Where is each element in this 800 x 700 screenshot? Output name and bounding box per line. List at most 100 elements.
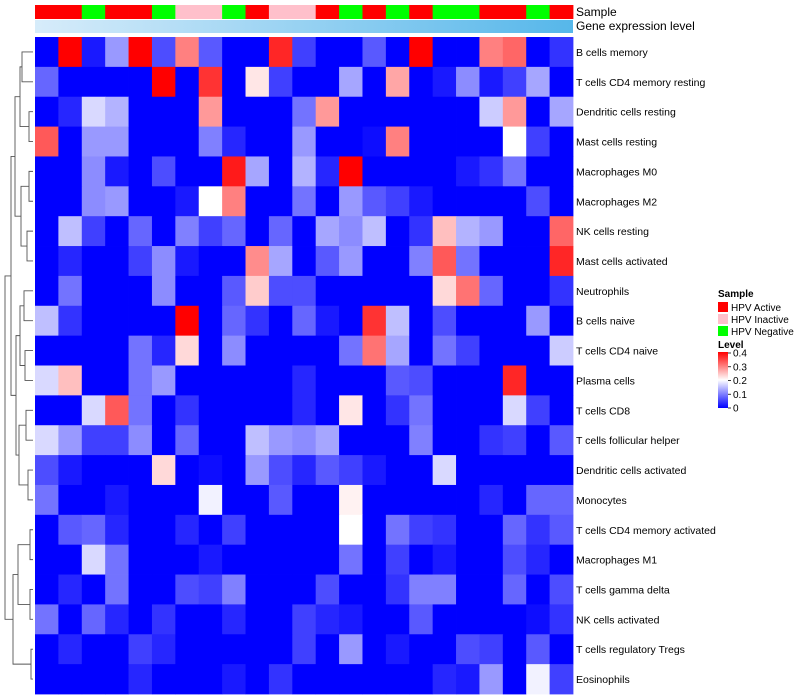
heatmap-cell [35, 395, 59, 426]
heatmap-cell [175, 216, 200, 247]
row-label: Monocytes [576, 495, 627, 507]
heatmap-cell [339, 604, 363, 635]
legend-group-label: HPV Active [731, 303, 781, 314]
row-label: T cells follicular helper [576, 435, 680, 447]
heatmap-cell [502, 66, 527, 98]
dendrogram-branch [21, 51, 33, 83]
heatmap-cell [526, 514, 551, 546]
heatmap-cell [432, 365, 457, 396]
heatmap-cell [432, 514, 457, 546]
heatmap-cell [105, 484, 129, 516]
sample-annotation-cell [502, 5, 527, 19]
heatmap-cell [222, 455, 246, 486]
sample-annotation-cell [81, 5, 106, 19]
heatmap-cell [175, 634, 200, 665]
heatmap-cell [268, 66, 293, 98]
heatmap-cell [315, 634, 340, 665]
heatmap-cell [432, 664, 457, 695]
heatmap-cell [479, 246, 504, 277]
sample-annotation-bar [35, 5, 574, 19]
heatmap-cell [479, 66, 504, 98]
heatmap-cell [362, 574, 387, 605]
heatmap-cell [268, 37, 293, 68]
heatmap-cell [198, 126, 223, 157]
heatmap-cell [409, 246, 434, 277]
heatmap-cell [81, 96, 106, 127]
heatmap-cell [502, 156, 527, 187]
heatmap-cell [315, 425, 340, 456]
heatmap-cell [292, 156, 317, 187]
legend-group-label: HPV Inactive [731, 315, 789, 326]
heatmap-cell [292, 335, 317, 366]
row-label: B cells naive [576, 316, 635, 328]
heatmap-cell [268, 574, 293, 605]
heatmap-cell [409, 484, 434, 516]
heatmap-cell [502, 126, 527, 157]
heatmap-cell [222, 126, 246, 157]
heatmap-cell [105, 305, 129, 337]
dendrogram-branch [20, 185, 29, 247]
heatmap-cell [362, 335, 387, 366]
heatmap-cell [222, 186, 246, 217]
heatmap-cell [526, 156, 551, 187]
heatmap-cell [549, 484, 574, 516]
heatmap-cell [268, 425, 293, 456]
heatmap-cell [268, 246, 293, 277]
heatmap-cell [105, 216, 129, 247]
heatmap-cell [502, 275, 527, 307]
heatmap-cell [362, 514, 387, 546]
heatmap-cell [268, 544, 293, 575]
gene-expression-annotation-label: Gene expression level [576, 19, 695, 33]
dendrogram-branch [28, 111, 33, 142]
heatmap-cell [385, 216, 410, 247]
heatmap-cell [105, 425, 129, 456]
heatmap-cell [362, 634, 387, 665]
heatmap-cell [456, 305, 480, 337]
heatmap-cell [58, 365, 83, 396]
gene-expression-annotation-bar [35, 20, 573, 33]
heatmap-cell [175, 246, 200, 277]
heatmap-cell [385, 574, 410, 605]
heatmap-cell [315, 484, 340, 516]
heatmap-cell [198, 305, 223, 337]
heatmap-cell [105, 604, 129, 635]
heatmap-cell [315, 514, 340, 546]
heatmap-cell [385, 365, 410, 396]
heatmap-cell [339, 395, 363, 426]
heatmap-cell [362, 365, 387, 396]
heatmap-cell [128, 156, 153, 187]
legend-tick-label: 0.2 [733, 376, 747, 387]
heatmap-cell [409, 455, 434, 486]
heatmap-cell [268, 216, 293, 247]
heatmap-cell [151, 604, 176, 635]
heatmap-cell [456, 37, 480, 68]
heatmap-cell [58, 634, 83, 665]
heatmap-cell [362, 96, 387, 127]
sample-annotation-cell [268, 5, 293, 19]
heatmap-cell [222, 634, 246, 665]
heatmap-cell [502, 335, 527, 366]
sample-annotation-cell [385, 5, 410, 19]
heatmap-cell [385, 186, 410, 217]
heatmap-cell [479, 455, 504, 486]
heatmap-cell [245, 365, 270, 396]
heatmap-cell [385, 37, 410, 68]
heatmap-cell [151, 544, 176, 575]
heatmap-cell [502, 425, 527, 456]
heatmap-cell [526, 96, 551, 127]
heatmap-cell [175, 574, 200, 605]
heatmap-cell [105, 664, 129, 695]
heatmap-cell [292, 574, 317, 605]
sample-annotation-cell [151, 5, 176, 19]
heatmap-cell [35, 484, 59, 516]
heatmap-cell [385, 544, 410, 575]
heatmap-cell [175, 305, 200, 337]
heatmap-cell [175, 604, 200, 635]
heatmap-cell [456, 335, 480, 366]
heatmap-cell [502, 305, 527, 337]
heatmap-cell [245, 66, 270, 98]
heatmap-cell [58, 37, 83, 68]
